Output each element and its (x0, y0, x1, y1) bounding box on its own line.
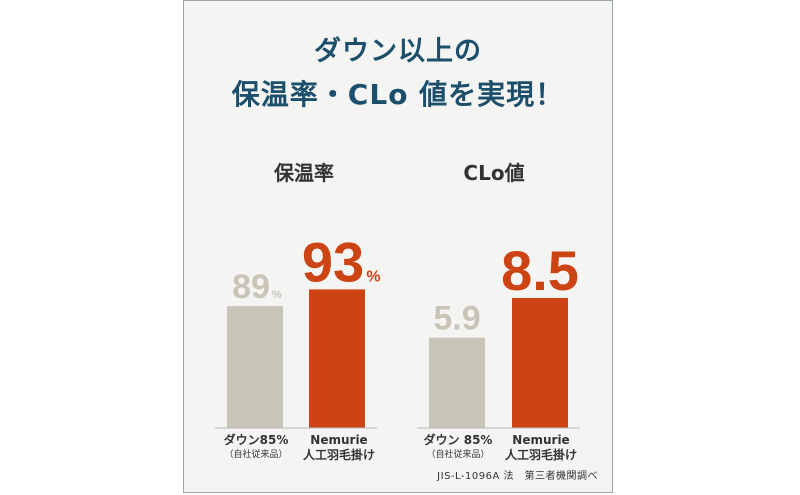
headline-line-1: ダウン以上の (314, 36, 482, 67)
category-label-down-2: ダウン 85% （自社従来品） (423, 433, 493, 460)
category-label-down-1: ダウン85% （自社従来品） (223, 433, 289, 460)
headline-line-2: 保温率・CLo 値を実現！ (231, 78, 565, 111)
bar-1-0 (429, 337, 485, 428)
group-title-clo: CLo値 (463, 161, 525, 185)
bar-0-0 (227, 306, 283, 428)
value-label-1-0: 5.9 (433, 300, 480, 338)
category-label-nemurie-1: Nemurie 人工羽毛掛け (302, 433, 375, 462)
value-label-0-1: 93 (302, 230, 364, 293)
source-note: JIS-L-1096A 法 第三者機関調べ (437, 471, 598, 482)
value-label-1-1: 8.5 (501, 239, 579, 302)
category-label-nemurie-2: Nemurie 人工羽毛掛け (504, 433, 577, 462)
bar-1-1 (512, 297, 568, 428)
bar-0-1 (309, 289, 365, 428)
bar-chart: 89 %93 %5.98.5 (215, 230, 580, 429)
group-title-warmth: 保温率 (274, 161, 334, 185)
unit-label-0-1: % (366, 268, 380, 285)
unit-label-0-0: % (272, 289, 282, 301)
value-label-0-0: 89 (232, 268, 270, 306)
chart-panel: ダウン以上の 保温率・CLo 値を実現！ 保温率 CLo値 89% 93% 5.9 8… (183, 0, 613, 493)
